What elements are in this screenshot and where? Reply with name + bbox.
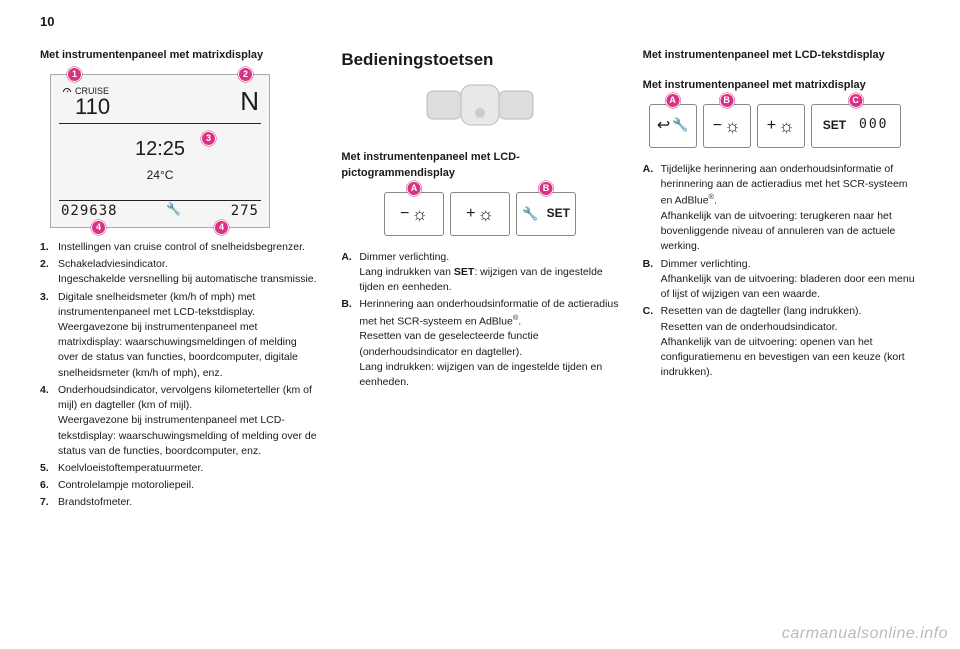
cruise-value: 110 — [75, 96, 110, 118]
set-button: B SET — [516, 192, 576, 236]
wrench-icon — [522, 202, 538, 225]
steering-icon — [425, 81, 535, 131]
column-1: Met instrumentenpaneel met matrixdisplay… — [40, 48, 317, 513]
button-row-col2: A − + B SET — [341, 192, 618, 236]
back-button: A — [649, 104, 697, 148]
dim-plus-button: + — [757, 104, 805, 148]
wrench-icon — [672, 116, 688, 135]
steering-wheel-figure — [341, 81, 618, 136]
li-t: Instellingen van cruise control of snelh… — [58, 240, 317, 255]
li-t: Onderhoudsindicator, vervolgens kilomete… — [58, 383, 317, 459]
callout-3: 3 — [201, 131, 216, 146]
page-number: 10 — [40, 14, 54, 29]
sun-icon — [411, 201, 428, 227]
set-zeros: 000 — [859, 116, 888, 135]
callout-4a: 4 — [91, 220, 106, 235]
plus-sign: + — [767, 114, 776, 137]
callout-B: B — [538, 181, 553, 196]
col3-list: A.Tijdelijke herinnering aan onderhoudsi… — [643, 162, 920, 381]
wrench-icon: 🔧 — [166, 201, 182, 221]
li-t: Schakeladviesindicator.Ingeschakelde ver… — [58, 257, 317, 287]
col2-list: A.Dimmer verlichting.Lang indrukken van … — [341, 250, 618, 390]
li-t: Tijdelijke herinnering aan onderhoudsinf… — [661, 162, 920, 255]
callout-A: A — [406, 181, 421, 196]
li-t: Digitale snelheidsmeter (km/h of mph) me… — [58, 290, 317, 381]
callout-C: C — [848, 93, 863, 108]
col3-head1: Met instrumentenpaneel met LCD-tekstdisp… — [643, 48, 920, 64]
li-n: 4. — [40, 383, 58, 459]
col2-subhead: Met instrumentenpaneel met LCD-pictogram… — [341, 150, 618, 182]
li-t: Controlelampje motoroliepeil. — [58, 478, 317, 493]
col2-heading: Bedieningstoetsen — [341, 48, 618, 73]
gauge-icon — [61, 86, 73, 98]
trip-counter: 275 — [231, 201, 259, 221]
li-t: Herinnering aan onderhoudsinformatie of … — [359, 297, 618, 390]
callout-B: B — [719, 93, 734, 108]
callout-4b: 4 — [214, 220, 229, 235]
set-button: C SET 000 — [811, 104, 901, 148]
li-t: Resetten van de dagteller (lang indrukke… — [661, 304, 920, 380]
minus-sign: − — [713, 114, 722, 137]
sun-icon — [778, 113, 795, 139]
outside-temp: 24°C — [51, 167, 269, 184]
odometer: 029638 — [61, 201, 118, 221]
dim-plus-button: + — [450, 192, 510, 236]
li-t: Koelvloeistoftemperatuurmeter. — [58, 461, 317, 476]
button-row-col3: A B − + C SET 000 — [649, 104, 920, 148]
set-label: SET — [547, 205, 570, 222]
callout-2: 2 — [238, 67, 253, 82]
callout-1: 1 — [67, 67, 82, 82]
sun-icon — [477, 201, 494, 227]
watermark: carmanualsonline.info — [782, 625, 948, 643]
li-n: B. — [341, 297, 359, 390]
li-n: B. — [643, 257, 661, 303]
li-n: C. — [643, 304, 661, 380]
li-n: 7. — [40, 495, 58, 510]
gear-indicator: N — [240, 83, 259, 121]
clock: 12:25 — [51, 135, 269, 164]
dim-minus-button: A − — [384, 192, 444, 236]
li-n: A. — [643, 162, 661, 255]
li-n: 3. — [40, 290, 58, 381]
set-label: SET — [823, 117, 846, 134]
li-n: 5. — [40, 461, 58, 476]
li-t: Dimmer verlichting.Afhankelijk van de ui… — [661, 257, 920, 303]
dim-minus-button: B − — [703, 104, 751, 148]
col1-list: 1.Instellingen van cruise control of sne… — [40, 240, 317, 511]
li-n: A. — [341, 250, 359, 296]
matrix-display-figure: CRUISE 110 N 12:25 24°C 029638 🔧 275 1 2… — [50, 74, 270, 228]
back-icon — [657, 114, 670, 137]
callout-A: A — [665, 93, 680, 108]
li-t: Dimmer verlichting.Lang indrukken van SE… — [359, 250, 618, 296]
column-2: Bedieningstoetsen Met instrumentenpaneel… — [341, 48, 618, 513]
li-n: 1. — [40, 240, 58, 255]
col3-head2: Met instrumentenpaneel met matrixdisplay — [643, 78, 920, 94]
li-n: 2. — [40, 257, 58, 287]
sun-icon — [724, 113, 741, 139]
li-t: Brandstofmeter. — [58, 495, 317, 510]
li-n: 6. — [40, 478, 58, 493]
plus-sign: + — [466, 202, 475, 225]
col1-subhead: Met instrumentenpaneel met matrixdisplay — [40, 48, 317, 64]
page-columns: Met instrumentenpaneel met matrixdisplay… — [0, 0, 960, 513]
minus-sign: − — [400, 202, 409, 225]
column-3: Met instrumentenpaneel met LCD-tekstdisp… — [643, 48, 920, 513]
